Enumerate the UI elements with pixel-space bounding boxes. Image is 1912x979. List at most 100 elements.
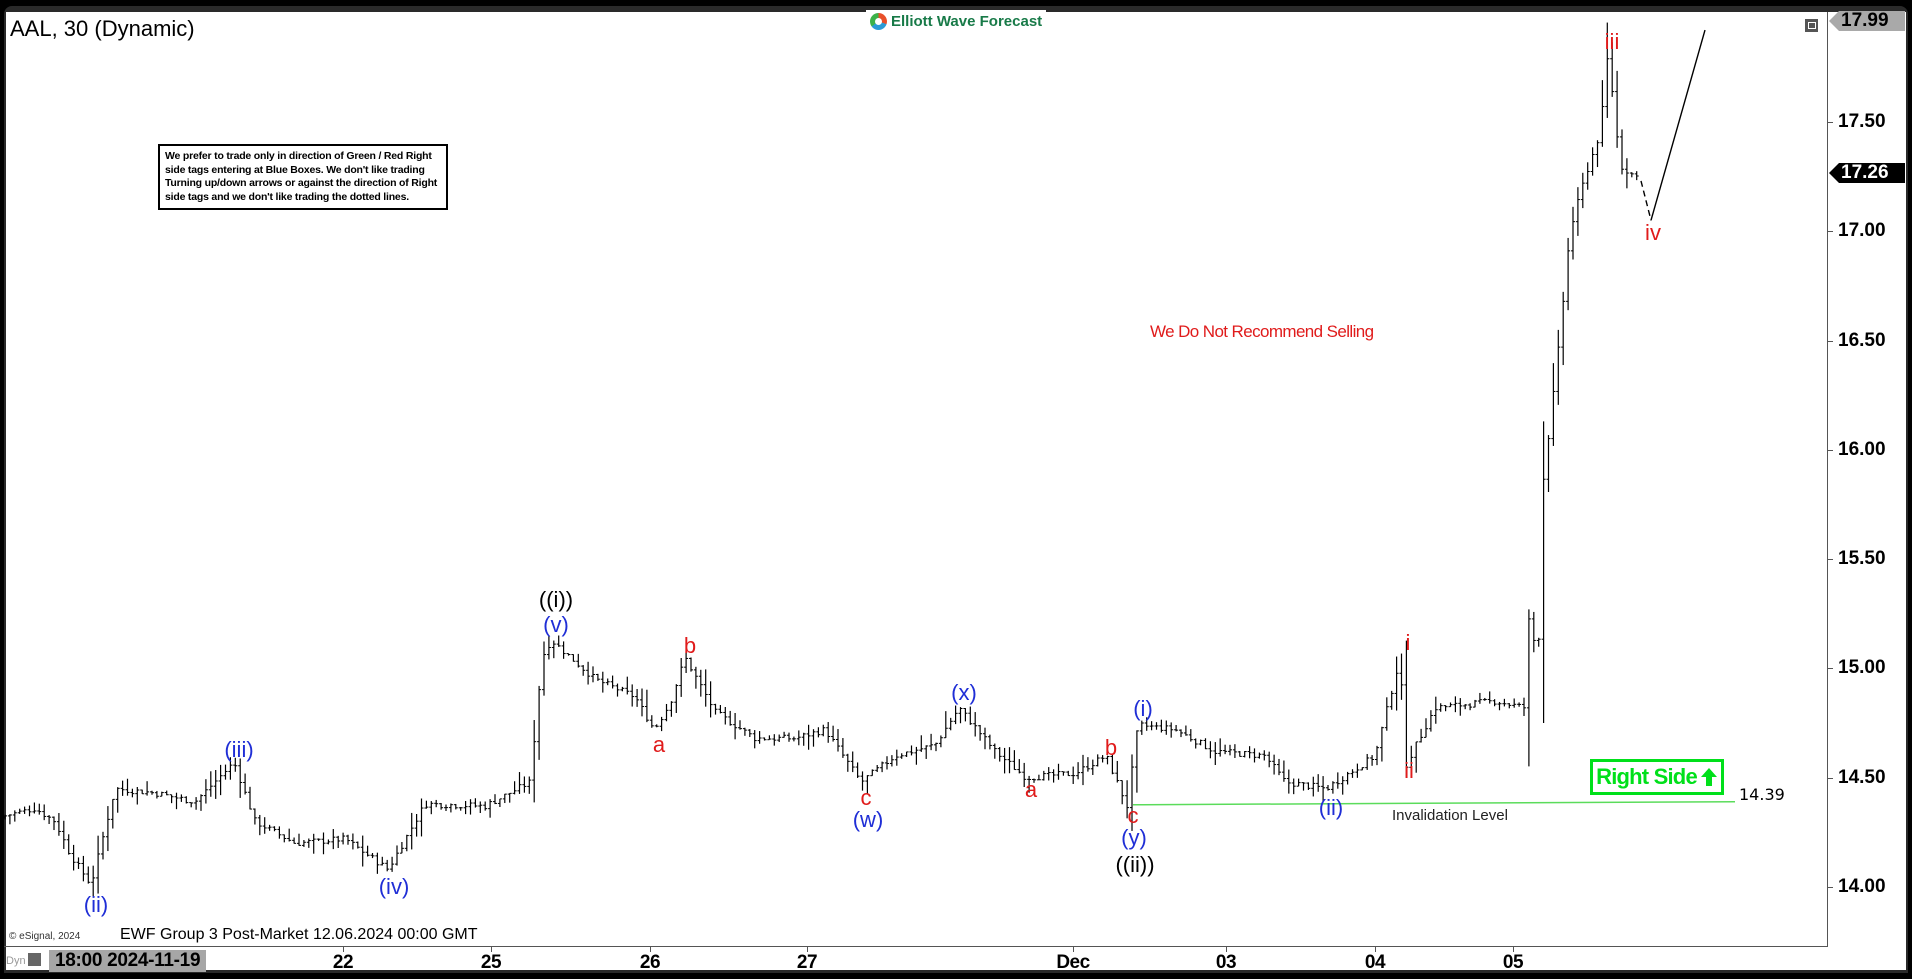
ohlc-bar	[924, 745, 929, 759]
y-axis-tick	[1827, 887, 1833, 888]
ohlc-bar	[1453, 696, 1458, 713]
restore-window-icon[interactable]	[1805, 19, 1818, 32]
ohlc-bar	[1473, 699, 1477, 708]
ohlc-bar	[478, 801, 483, 814]
ohlc-bar	[561, 641, 566, 659]
ohlc-bar	[542, 641, 546, 696]
ohlc-bar	[1350, 769, 1355, 778]
ohlc-bar	[1477, 692, 1482, 704]
ohlc-bar	[145, 781, 150, 796]
ohlc-bar	[81, 855, 86, 882]
ohlc-bar	[32, 802, 37, 814]
ohlc-bar	[277, 826, 282, 839]
ohlc-bar	[282, 834, 287, 843]
ohlc-bar	[1120, 780, 1125, 805]
ohlc-bar	[1267, 751, 1272, 768]
ohlc-bar	[1448, 702, 1453, 708]
ohlc-bar	[904, 751, 909, 757]
ohlc-bar	[497, 798, 502, 808]
ohlc-bar	[262, 817, 267, 834]
ohlc-bar	[909, 745, 914, 756]
wave-label: (ii)	[1318, 795, 1344, 820]
ohlc-bar	[1487, 691, 1492, 704]
ohlc-bar	[169, 794, 174, 804]
ohlc-bar	[664, 703, 669, 722]
ohlc-bar	[208, 771, 213, 797]
ohlc-bar	[66, 834, 71, 855]
ohlc-bar	[1404, 640, 1409, 778]
wave-label: ii	[1404, 758, 1414, 783]
ohlc-bar	[336, 835, 341, 849]
ohlc-bar	[507, 792, 512, 803]
ohlc-bar	[1556, 329, 1561, 405]
x-axis-label: Dec	[1056, 952, 1090, 973]
ohlc-bar	[850, 751, 855, 773]
wave-label: a	[652, 732, 666, 757]
y-axis-tick	[1827, 340, 1833, 342]
ohlc-bar	[929, 733, 934, 751]
ohlc-bar	[1012, 750, 1017, 771]
ohlc-bar	[1169, 722, 1174, 738]
ohlc-bar	[546, 635, 551, 660]
ohlc-bar	[1443, 705, 1448, 712]
ohlc-bar	[943, 711, 948, 739]
ohlc-bar	[738, 720, 742, 730]
ohlc-bar	[914, 746, 919, 765]
ohlc-bar	[1002, 747, 1007, 774]
ohlc-bar	[483, 801, 488, 811]
up-arrow-icon	[1700, 768, 1717, 786]
x-axis-label: 26	[639, 952, 661, 973]
ohlc-bar	[218, 764, 223, 796]
ohlc-bar	[806, 724, 811, 750]
wave-label: (i)	[1133, 696, 1153, 721]
ohlc-bar	[473, 798, 478, 808]
ohlc-bar	[1585, 162, 1590, 190]
lock-icon[interactable]	[28, 953, 41, 966]
copyright-text: © eSignal, 2024	[9, 931, 81, 942]
ohlc-bar	[346, 834, 350, 845]
ohlc-bar	[1041, 770, 1046, 781]
ohlc-bar	[1139, 720, 1144, 735]
high-price-tag: 17.99	[1829, 11, 1905, 31]
ohlc-bar	[321, 832, 326, 855]
ohlc-bar	[1438, 703, 1443, 712]
ohlc-bar	[1531, 611, 1536, 653]
ohlc-bar	[747, 729, 752, 738]
right-side-label: Right Side	[1596, 764, 1698, 789]
x-axis-tick	[1073, 947, 1074, 952]
ohlc-bar	[718, 705, 723, 714]
ohlc-bar	[1179, 729, 1183, 738]
ohlc-bar	[1394, 656, 1399, 711]
ohlc-bar	[1316, 774, 1321, 792]
ohlc-bar	[733, 712, 738, 740]
ohlc-bar	[1100, 755, 1105, 763]
ohlc-bar	[938, 735, 943, 748]
ohlc-bar	[1370, 755, 1375, 766]
ohlc-bar	[870, 769, 875, 777]
ohlc-bar	[1105, 755, 1110, 765]
ohlc-bar	[801, 732, 806, 746]
ohlc-bar	[1546, 435, 1551, 492]
ohlc-bar	[3, 814, 7, 820]
ohlc-bar	[502, 793, 507, 804]
right-side-tag: Right Side	[1590, 759, 1724, 795]
ohlc-bar	[380, 856, 385, 866]
ohlc-bar	[1541, 421, 1546, 723]
y-axis-tick	[1827, 231, 1833, 233]
ohlc-bar	[7, 814, 12, 825]
ohlc-bar	[468, 799, 473, 815]
ohlc-bar	[1071, 766, 1076, 784]
ohlc-bar	[836, 729, 840, 752]
ohlc-bar	[894, 749, 899, 766]
ohlc-bar	[409, 812, 414, 850]
ohlc-bar	[453, 803, 458, 810]
ohlc-bar	[47, 815, 52, 824]
ohlc-bar	[1130, 754, 1134, 831]
ohlc-bar	[120, 780, 125, 796]
ohlc-bar	[1335, 772, 1340, 789]
invalidation-price: 14.39	[1739, 785, 1785, 804]
ohlc-bar	[821, 724, 826, 737]
ohlc-bar	[1183, 725, 1188, 736]
logo: Elliott Wave Forecast	[866, 10, 1047, 32]
ohlc-bar	[1164, 720, 1169, 735]
